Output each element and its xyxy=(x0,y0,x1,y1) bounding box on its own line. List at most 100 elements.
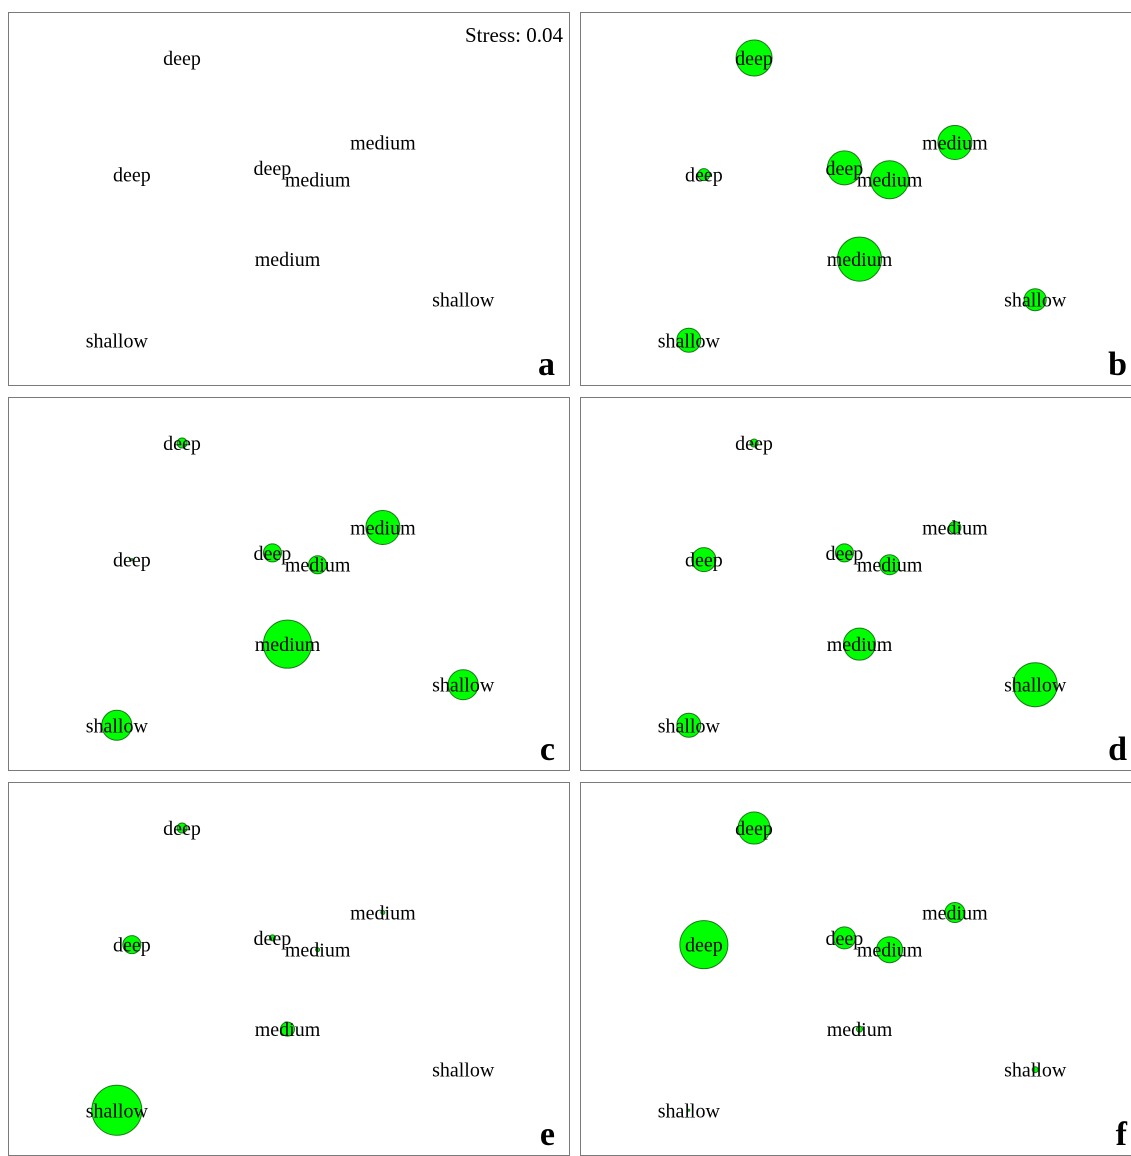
point-label-d-3: medium xyxy=(857,555,923,577)
bubble-c-5 xyxy=(262,619,312,669)
bubble-c-3 xyxy=(308,555,328,575)
bubble-f-5 xyxy=(855,1025,863,1033)
bubble-f-7 xyxy=(687,1108,691,1112)
point-label-c-4: medium xyxy=(350,518,416,540)
point-label-b-1: deep xyxy=(685,165,723,187)
point-label-e-3: medium xyxy=(285,940,351,962)
point-label-a-2: deep xyxy=(254,158,292,180)
bubble-f-6 xyxy=(1031,1066,1039,1074)
bubble-d-4 xyxy=(948,521,962,535)
panel-f: deep deep deep medium medium medium shallow sha… xyxy=(580,782,1131,1156)
bubble-f-0 xyxy=(737,811,771,845)
point-label-c-6: shallow xyxy=(432,675,495,697)
bubble-b-1 xyxy=(697,168,711,182)
point-label-e-5: medium xyxy=(255,1019,321,1041)
bubble-f-4 xyxy=(944,902,966,924)
point-label-c-5: medium xyxy=(255,634,321,656)
bubble-b-0 xyxy=(735,39,773,77)
point-label-d-5: medium xyxy=(827,634,893,656)
bubble-f-3 xyxy=(876,936,904,964)
point-label-c-1: deep xyxy=(113,550,151,572)
point-label-f-7: shallow xyxy=(658,1100,721,1122)
panel-a: deep deep deep medium medium medium shallow sha… xyxy=(8,12,570,386)
point-label-b-6: shallow xyxy=(1004,290,1067,312)
point-label-f-2: deep xyxy=(826,928,864,950)
point-label-d-6: shallow xyxy=(1004,675,1067,697)
point-label-d-0: deep xyxy=(735,433,773,455)
bubble-e-4 xyxy=(380,910,386,916)
bubble-d-1 xyxy=(691,547,717,573)
bubble-d-3 xyxy=(879,554,901,576)
point-label-f-3: medium xyxy=(857,940,923,962)
point-label-f-4: medium xyxy=(922,903,988,925)
bubble-d-0 xyxy=(749,438,759,448)
bubble-b-2 xyxy=(826,150,862,186)
bubble-d-2 xyxy=(834,543,854,563)
point-label-c-2: deep xyxy=(254,543,292,565)
point-label-d-4: medium xyxy=(922,518,988,540)
panel-e: deep deep deep medium medium medium shallow sha… xyxy=(8,782,570,1156)
point-label-f-6: shallow xyxy=(1004,1060,1067,1082)
panel-letter-d: d xyxy=(1108,731,1127,768)
point-label-b-5: medium xyxy=(827,249,893,271)
bubble-f-2 xyxy=(832,926,856,950)
point-label-d-1: deep xyxy=(685,550,723,572)
stress-label: Stress: 0.04 xyxy=(465,23,564,47)
point-label-a-4: medium xyxy=(350,133,416,155)
panel-letter-c: c xyxy=(540,731,555,768)
bubble-f-1 xyxy=(679,920,729,970)
panel-d: deep deep deep medium medium medium shallow sha… xyxy=(580,397,1131,771)
bubble-e-3 xyxy=(315,947,321,953)
point-label-b-3: medium xyxy=(857,170,923,192)
point-label-f-0: deep xyxy=(735,818,773,840)
point-label-f-5: medium xyxy=(827,1019,893,1041)
bubble-c-0 xyxy=(176,437,188,449)
point-label-e-4: medium xyxy=(350,903,416,925)
point-label-a-3: medium xyxy=(285,170,351,192)
point-label-a-0: deep xyxy=(163,48,201,70)
bubble-c-1 xyxy=(130,558,134,562)
bubble-d-5 xyxy=(842,627,876,661)
bubble-c-7 xyxy=(101,709,133,741)
bubble-b-3 xyxy=(870,160,910,200)
point-label-b-7: shallow xyxy=(658,330,721,352)
panel-letter-a: a xyxy=(538,346,555,383)
point-label-e-0: deep xyxy=(163,818,201,840)
point-label-a-1: deep xyxy=(113,165,151,187)
bubble-e-2 xyxy=(268,934,276,942)
bubble-c-4 xyxy=(365,510,401,546)
bubble-d-6 xyxy=(1012,662,1058,708)
point-label-b-2: deep xyxy=(826,158,864,180)
bubble-e-5 xyxy=(279,1021,295,1037)
bubble-b-7 xyxy=(676,327,702,353)
point-label-b-4: medium xyxy=(922,133,988,155)
panel-letter-f: f xyxy=(1116,1116,1128,1153)
bubble-e-7 xyxy=(91,1084,143,1136)
point-label-a-7: shallow xyxy=(86,330,149,352)
panel-letter-e: e xyxy=(540,1116,555,1153)
bubble-c-2 xyxy=(262,543,282,563)
point-label-e-1: deep xyxy=(113,935,151,957)
bubble-c-6 xyxy=(447,669,479,701)
point-label-c-7: shallow xyxy=(86,715,149,737)
panel-c: deep deep deep medium medium medium shallow sha… xyxy=(8,397,570,771)
panel-letter-b: b xyxy=(1108,346,1127,383)
point-label-c-3: medium xyxy=(285,555,351,577)
panel-b: deep deep deep medium medium medium shallow sha… xyxy=(580,12,1131,386)
point-label-f-1: deep xyxy=(685,935,723,957)
point-label-e-2: deep xyxy=(254,928,292,950)
bubble-b-6 xyxy=(1023,288,1047,312)
point-label-e-7: shallow xyxy=(86,1100,149,1122)
bubble-b-5 xyxy=(836,236,882,282)
bubble-d-7 xyxy=(676,712,702,738)
point-label-a-5: medium xyxy=(255,249,321,271)
point-label-a-6: shallow xyxy=(432,290,495,312)
point-label-b-0: deep xyxy=(735,48,773,70)
point-label-d-2: deep xyxy=(826,543,864,565)
